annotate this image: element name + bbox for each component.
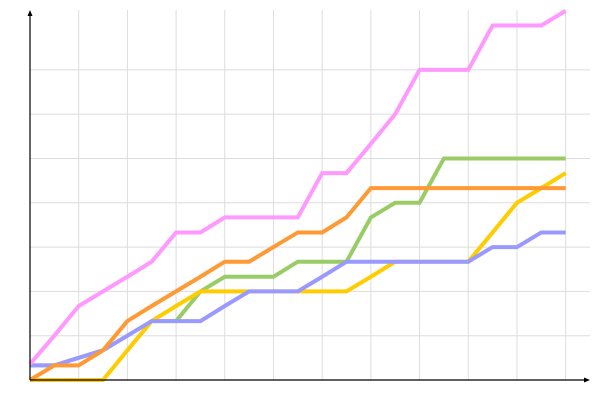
series-line-4	[28, 186, 566, 382]
axes	[27, 10, 590, 383]
series-line-5	[28, 9, 567, 366]
series-line-2	[30, 171, 567, 382]
series-line-3	[30, 230, 566, 368]
x-axis-arrow-icon	[584, 377, 590, 383]
y-axis-arrow-icon	[27, 10, 33, 16]
series-lines	[28, 9, 567, 382]
